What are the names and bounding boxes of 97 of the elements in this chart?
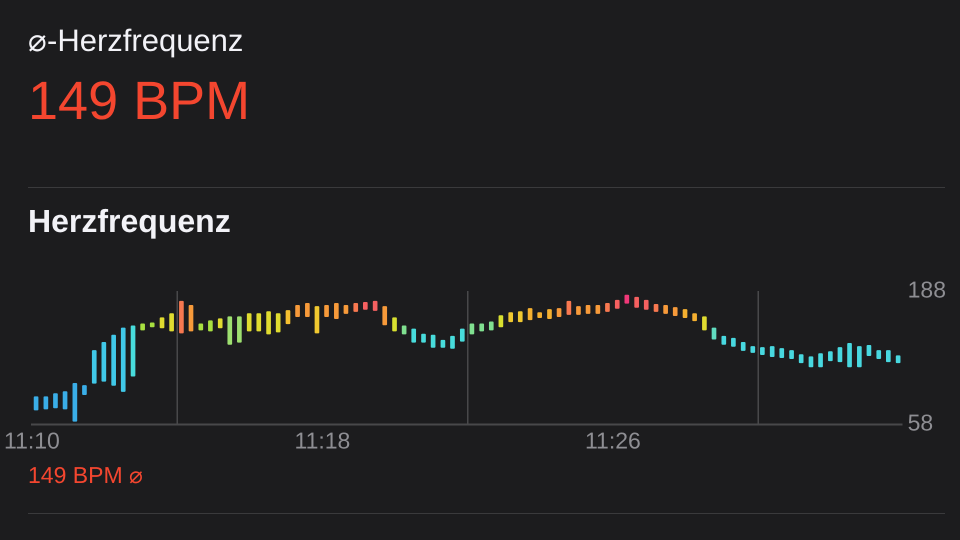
bar: [92, 350, 97, 384]
bar: [53, 393, 58, 408]
bar: [760, 347, 765, 355]
bar: [818, 353, 823, 368]
bar: [634, 296, 639, 308]
bar: [886, 350, 891, 362]
bar: [430, 334, 436, 348]
bar: [372, 300, 378, 311]
bar: [34, 396, 38, 410]
text: 149 BPM: [28, 70, 250, 132]
bar: [363, 302, 368, 310]
bar: [102, 342, 106, 382]
bar: [314, 306, 320, 334]
bar: [586, 305, 590, 314]
bar: [712, 328, 716, 340]
bar: [120, 328, 126, 392]
bar: [421, 334, 426, 343]
bar: [44, 396, 48, 410]
text: ⌀-Herzfrequenz: [28, 22, 244, 59]
y-tick-label: 188: [908, 276, 946, 302]
bar: [779, 348, 784, 358]
x-tick-label: 11:26: [584, 428, 641, 454]
bar: [672, 307, 678, 316]
bar: [344, 305, 348, 314]
bar: [227, 316, 232, 345]
bar: [208, 320, 213, 332]
bar: [498, 315, 504, 328]
bar: [160, 317, 164, 328]
bar: [488, 321, 494, 330]
bar: [740, 342, 746, 351]
bar: [237, 316, 242, 343]
bar: [111, 334, 116, 386]
bar: [789, 350, 794, 360]
bar: [276, 313, 280, 332]
bar: [624, 294, 630, 304]
bar: [198, 324, 204, 330]
bar: [808, 356, 814, 368]
bar: [614, 300, 620, 309]
bar: [411, 328, 416, 343]
bar: [576, 306, 581, 315]
bar: [857, 346, 862, 368]
bar: [721, 336, 726, 345]
bar: [179, 300, 184, 334]
bar: [62, 391, 68, 410]
bar: [566, 300, 572, 315]
bar: [470, 324, 474, 334]
bar: [286, 310, 290, 324]
bar: [847, 343, 852, 368]
bar: [663, 305, 668, 314]
bar: [169, 313, 174, 332]
bar: [353, 302, 358, 312]
bar: [72, 383, 78, 422]
bar: [130, 326, 136, 376]
bar: [82, 385, 87, 395]
bar: [605, 302, 610, 312]
bar: [596, 305, 600, 314]
text: 149 BPM ⌀: [28, 462, 143, 489]
bar: [702, 316, 707, 330]
bar: [750, 346, 756, 353]
bar: [295, 305, 300, 317]
bar: [402, 326, 406, 334]
x-tick-label: 11:10: [4, 428, 60, 454]
x-tick-label: 11:18: [294, 428, 350, 454]
bar: [838, 347, 842, 362]
bar: [246, 313, 252, 332]
bar: [450, 336, 455, 349]
bar: [508, 312, 514, 322]
bar: [334, 302, 339, 320]
bar: [654, 304, 658, 312]
bar: [770, 346, 775, 358]
bar: [324, 305, 329, 317]
bar: [188, 305, 194, 332]
bar: [518, 311, 523, 322]
bar: [692, 313, 697, 322]
bar: [392, 317, 397, 332]
bar: [556, 308, 562, 317]
bar: [479, 324, 484, 332]
bar: [547, 309, 552, 320]
bar: [644, 300, 649, 310]
bar: [218, 318, 223, 328]
bar: [266, 311, 271, 334]
bar: [798, 354, 804, 364]
bar: [440, 340, 446, 348]
y-tick-label: 58: [908, 410, 934, 436]
bar: [866, 345, 872, 356]
bar: [305, 302, 310, 317]
bar: [876, 350, 882, 360]
bar: [828, 351, 833, 362]
bar: [731, 338, 736, 347]
bar: [256, 313, 262, 332]
chart-title: Herzfrequenz: [28, 203, 231, 240]
bar: [382, 306, 388, 326]
bar: [682, 309, 688, 318]
bar: [140, 324, 145, 330]
bar: [460, 328, 465, 342]
bar: [528, 308, 532, 320]
bar: [896, 355, 900, 364]
